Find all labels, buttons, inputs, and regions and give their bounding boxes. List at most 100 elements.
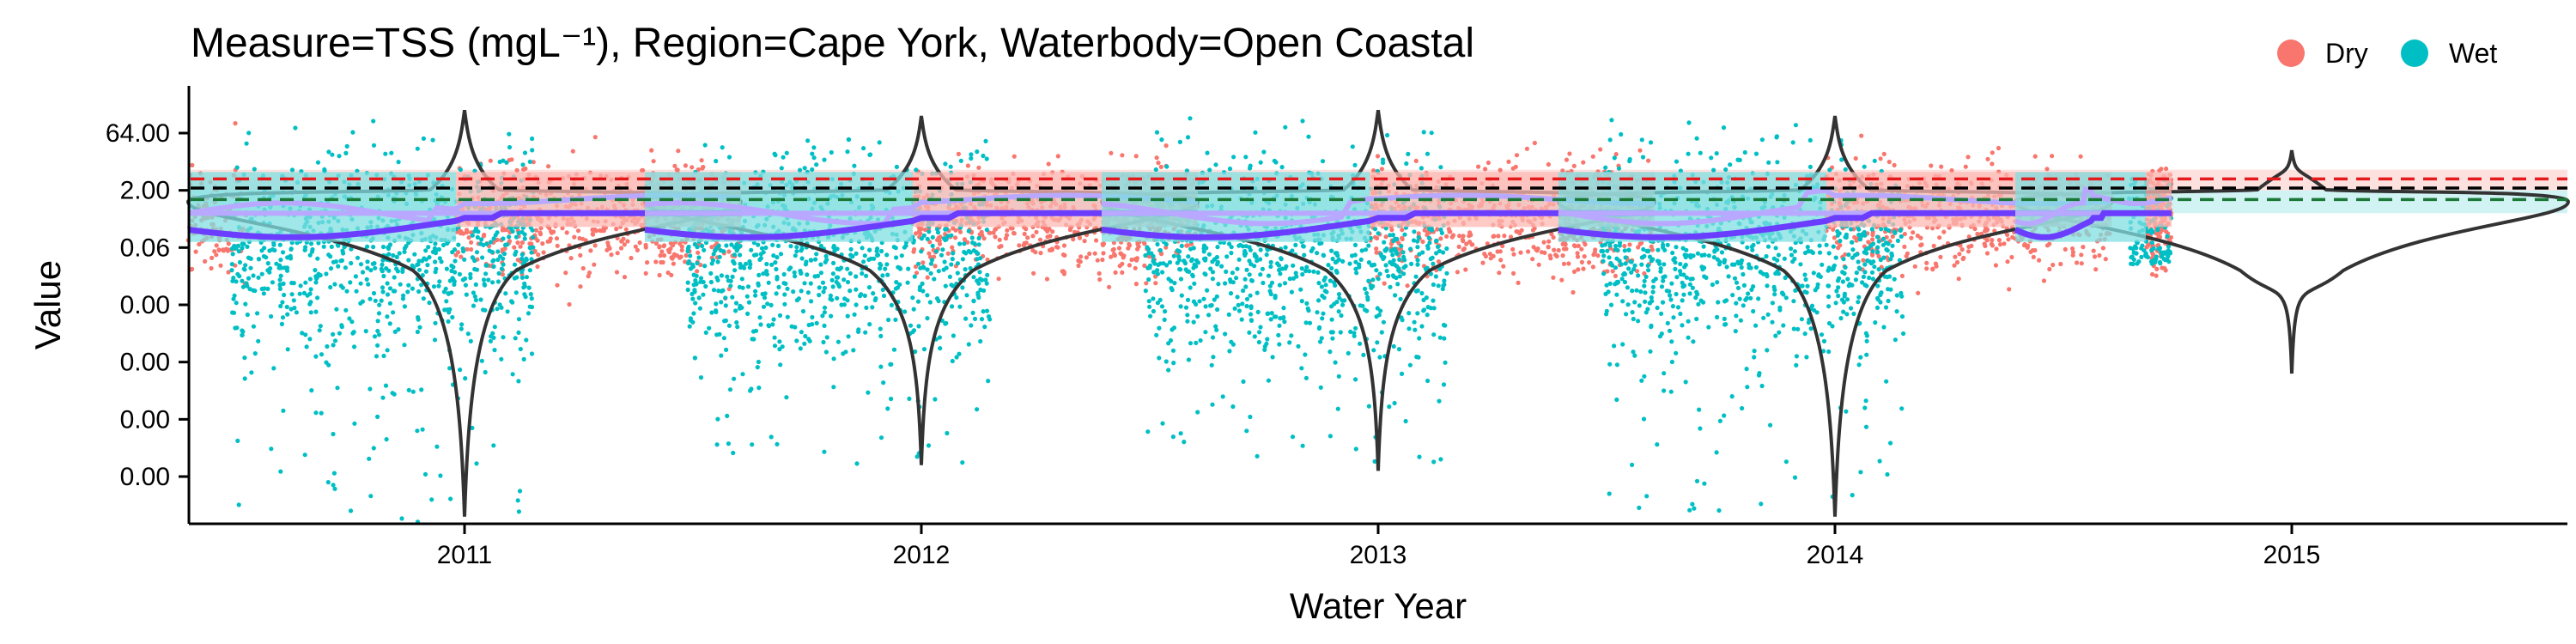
wet-point	[358, 301, 363, 306]
wet-point	[425, 263, 430, 268]
wet-point	[1267, 289, 1273, 294]
wet-point	[371, 446, 376, 451]
dry-point	[1461, 234, 1466, 239]
wet-point	[1319, 240, 1324, 246]
wet-point	[854, 302, 859, 307]
wet-point	[1404, 161, 1409, 167]
wet-point	[513, 249, 519, 254]
wet-point	[714, 159, 719, 164]
dry-point	[2097, 252, 2102, 258]
wet-point	[385, 281, 390, 286]
dry-point	[1113, 270, 1118, 275]
dry-point	[1087, 251, 1092, 257]
wet-point	[432, 246, 437, 251]
dry-point	[1129, 257, 1134, 263]
wet-point	[1437, 335, 1443, 340]
wet-point	[724, 347, 729, 352]
wet-point	[738, 261, 743, 267]
wet-point	[907, 396, 912, 401]
wet-point	[1289, 289, 1294, 295]
dry-point	[1121, 253, 1127, 258]
wet-point	[1319, 336, 1324, 341]
wet-point	[1215, 245, 1220, 250]
dry-point	[726, 249, 732, 254]
wet-point	[1241, 288, 1246, 294]
dry-point	[1061, 243, 1067, 248]
wet-point	[1358, 257, 1364, 262]
wet-point	[1155, 241, 1160, 247]
dry-point	[1457, 234, 1462, 239]
dry-point	[637, 240, 642, 246]
dry-point	[1135, 246, 1140, 252]
wet-point	[748, 262, 753, 267]
wet-point	[1243, 284, 1249, 289]
wet-point	[1229, 251, 1234, 256]
wet-point	[738, 252, 743, 258]
wet-point	[252, 167, 257, 172]
wet-point	[1240, 244, 1245, 249]
wet-point	[880, 287, 885, 293]
wet-point	[492, 348, 497, 353]
wet-point	[1300, 271, 1305, 277]
wet-point	[702, 264, 708, 269]
wet-point	[278, 469, 283, 474]
wet-point	[1428, 271, 1433, 276]
wet-point	[400, 269, 405, 274]
dry-point	[953, 228, 958, 233]
wet-point	[799, 289, 804, 294]
wet-point	[453, 270, 458, 275]
dry-point	[226, 270, 231, 275]
wet-point	[841, 277, 847, 283]
wet-point	[315, 256, 320, 261]
dry-point	[1514, 153, 1520, 158]
wet-point	[415, 146, 420, 151]
wet-point	[492, 325, 497, 330]
wet-point	[723, 295, 728, 301]
wet-point	[848, 270, 853, 276]
dry-point	[1135, 241, 1140, 247]
wet-point	[749, 247, 754, 252]
wet-point	[517, 489, 523, 494]
dry-point	[1468, 233, 1473, 238]
wet-point	[1278, 316, 1283, 321]
wet-point	[1375, 306, 1380, 311]
wet-point	[875, 246, 880, 252]
wet-point	[1378, 308, 1383, 313]
dry-point	[1375, 154, 1381, 159]
wet-point	[949, 262, 954, 267]
wet-point	[277, 277, 283, 283]
dry-point	[1031, 270, 1036, 276]
wet-point	[399, 516, 404, 521]
dry-point	[555, 243, 560, 248]
wet-point	[960, 285, 965, 290]
dry-point	[621, 236, 626, 241]
wet-point	[921, 233, 927, 238]
wet-point	[406, 283, 411, 288]
wet-point	[476, 229, 481, 234]
wet-point	[331, 431, 336, 437]
wet-point	[1176, 249, 1182, 254]
dry-point	[1449, 234, 1455, 240]
dry-point	[1464, 241, 1469, 246]
dry-point	[1491, 234, 1496, 239]
wet-point	[886, 317, 891, 323]
wet-point	[1191, 246, 1196, 251]
wet-point	[761, 304, 767, 309]
wet-point	[1205, 288, 1210, 293]
wet-point	[1318, 385, 1323, 390]
wet-point	[835, 295, 840, 301]
dry-point	[488, 158, 493, 163]
dry-point	[1551, 234, 1556, 240]
dry-point	[588, 248, 593, 253]
wet-point	[436, 283, 441, 289]
wet-point	[691, 311, 696, 316]
wet-point	[360, 270, 366, 275]
wet-point	[516, 379, 521, 384]
dry-point	[1566, 261, 1571, 266]
wet-point	[1275, 261, 1280, 266]
dry-point	[938, 234, 943, 240]
wet-point	[340, 285, 345, 290]
wet-point	[421, 296, 426, 301]
dry-point	[614, 270, 620, 275]
wet-point	[986, 379, 991, 384]
